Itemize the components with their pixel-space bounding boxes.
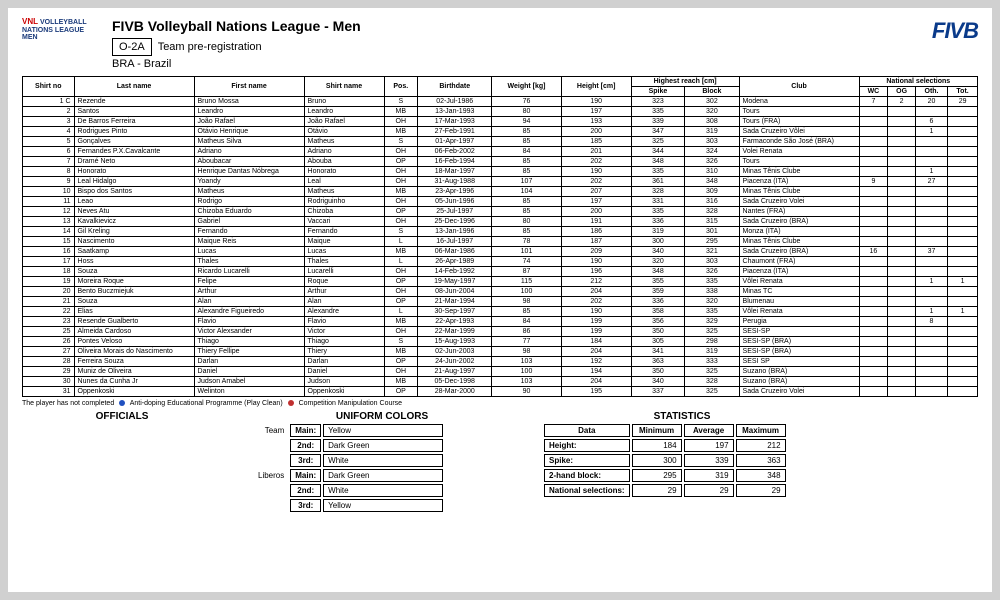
table-row: 6Fernandes P.X.CavalcanteAdrianoAdrianoO… — [23, 147, 978, 157]
legend-dot2 — [288, 400, 294, 406]
form-code: O-2A — [112, 38, 152, 56]
col-pos: Pos. — [384, 77, 418, 97]
col-bd: Birthdate — [418, 77, 492, 97]
table-row: 23Resende GualbertoFlavioFlavioMB22-Apr-… — [23, 317, 978, 327]
form-subtitle: Team pre-registration — [158, 41, 262, 53]
col-og: OG — [888, 87, 916, 97]
col-wc: WC — [859, 87, 888, 97]
l-2nd: 2nd: — [290, 484, 321, 497]
stats-title: STATISTICS — [542, 411, 822, 422]
u-3rd: 3rd: — [290, 454, 321, 467]
vnl-logo: VNL VOLLEYBALL NATIONS LEAGUE MEN — [22, 18, 112, 42]
l-main: Main: — [290, 469, 321, 482]
table-row: 3De Barros FerreiraJoão RafaelJoão Rafae… — [23, 117, 978, 127]
col-sname: Shirt name — [304, 77, 384, 97]
table-row: 5GonçalvesMatheus SilvaMatheusS01-Apr-19… — [23, 137, 978, 147]
team-2nd: Dark Green — [323, 439, 443, 452]
legend-l2: Competition Manipulation Course — [299, 400, 403, 407]
lib-3rd: Yellow — [323, 499, 443, 512]
table-row: 4Rodrigues PintoOtávio HenriqueOtávioMB2… — [23, 127, 978, 137]
legend-row: The player has not completed Anti-doping… — [22, 400, 978, 407]
col-block: Block — [685, 87, 739, 97]
stats-block: STATISTICS DataMinimumAverageMaximum Hei… — [542, 411, 822, 499]
vnl-line1: VOLLEYBALL — [40, 19, 87, 26]
vnl-mark: VNL — [22, 17, 38, 26]
u-2nd: 2nd: — [290, 439, 321, 452]
col-wt: Weight [kg] — [492, 77, 561, 97]
col-club: Club — [739, 77, 859, 97]
table-row: 1 CRezendeBruno MossaBrunoS02-Jul-198676… — [23, 97, 978, 107]
legend-l1: Anti-doping Educational Programme (Play … — [130, 400, 283, 407]
table-row: 16SaatkampLucasLucasMB06-Mar-19861012093… — [23, 247, 978, 257]
l-3rd: 3rd: — [290, 499, 321, 512]
stats-row: Height:184197212 — [544, 439, 786, 452]
table-row: 18SouzaRicardo LucarelliLucarelliOH14-Fe… — [23, 267, 978, 277]
lib-label: Liberos — [254, 469, 288, 482]
table-row: 2SantosLeandroLeandroMB13-Jan-1993801973… — [23, 107, 978, 117]
col-last: Last name — [74, 77, 194, 97]
table-row: 11LeaoRodrigoRodriguinhoOH05-Jun-1996851… — [23, 197, 978, 207]
col-tot: Tot. — [948, 87, 978, 97]
col-ns: National selections — [859, 77, 977, 87]
table-row: 21SouzaAlanAlanOP21-Mar-199498202336320B… — [23, 297, 978, 307]
stats-row: Spike:300339363 — [544, 454, 786, 467]
table-row: 27Oliveira Morais do NascimentoThiery Fe… — [23, 347, 978, 357]
table-row: 30Nunes da Cunha JrJudson AmabelJudsonMB… — [23, 377, 978, 387]
table-row: 17HossThalesThalesL26-Apr-19897419032030… — [23, 257, 978, 267]
legend-dot1 — [119, 400, 125, 406]
legend: The player has not completed Anti-doping… — [22, 400, 978, 407]
fivb-logo: FIVB — [932, 18, 978, 44]
table-row: 7Dramé NetoAboubacarAboubaOP16-Feb-19948… — [23, 157, 978, 167]
col-ht: Height [cm] — [561, 77, 631, 97]
col-spike: Spike — [631, 87, 685, 97]
s-data: Data — [544, 424, 630, 437]
table-row: 26Pontes VelosoThiagoThiagoS15-Aug-19937… — [23, 337, 978, 347]
table-row: 25Almeida CardosoVictor AlexsanderVictor… — [23, 327, 978, 337]
table-row: 10Bispo dos SantosMatheusMatheusMB23-Apr… — [23, 187, 978, 197]
team-main: Yellow — [323, 424, 443, 437]
table-row: 28Ferreira SouzaDarlanDarlanOP24-Jun-200… — [23, 357, 978, 367]
officials-block: OFFICIALS — [22, 411, 222, 422]
col-first: First name — [194, 77, 304, 97]
s-max: Maximum — [736, 424, 786, 437]
lib-main: Dark Green — [323, 469, 443, 482]
country: BRA - Brazil — [112, 58, 932, 70]
team-label: Team — [254, 424, 288, 437]
u-main: Main: — [290, 424, 321, 437]
legend-pre: The player has not completed — [22, 400, 114, 407]
header-mid: FIVB Volleyball Nations League - Men O-2… — [112, 18, 932, 70]
col-hr: Highest reach [cm] — [631, 77, 739, 87]
header: VNL VOLLEYBALL NATIONS LEAGUE MEN FIVB V… — [22, 18, 978, 70]
s-min: Minimum — [632, 424, 682, 437]
table-row: 8HonoratoHenrique Dantas NóbregaHonorato… — [23, 167, 978, 177]
lib-2nd: White — [323, 484, 443, 497]
table-row: 19Moreira RoqueFelipeRoqueOP19-May-19971… — [23, 277, 978, 287]
table-row: 9Leal HidalgoYoandyLealOH31-Aug-19881072… — [23, 177, 978, 187]
page-title: FIVB Volleyball Nations League - Men — [112, 18, 932, 34]
s-avg: Average — [684, 424, 734, 437]
table-row: 31OppenkoskiWelintonOppenkoskiOP28-Mar-2… — [23, 387, 978, 397]
table-row: 22EliasAlexandre FigueiredoAlexandreL30-… — [23, 307, 978, 317]
vnl-line3: MEN — [22, 34, 38, 41]
table-row: 29Muniz de OliveiraDanielDanielOH21-Aug-… — [23, 367, 978, 377]
stats-row: National selections:292929 — [544, 484, 786, 497]
vnl-line2: NATIONS LEAGUE — [22, 27, 84, 34]
players-table: Shirt no Last name First name Shirt name… — [22, 76, 978, 397]
table-row: 15NascimentoMaique ReisMaiqueL16-Jul-199… — [23, 237, 978, 247]
col-shirt: Shirt no — [23, 77, 75, 97]
col-oth: Oth. — [915, 87, 947, 97]
officials-title: OFFICIALS — [22, 411, 222, 422]
bottom-sections: OFFICIALS UNIFORM COLORS TeamMain:Yellow… — [22, 411, 978, 514]
stats-row: 2-hand block:295319348 — [544, 469, 786, 482]
table-row: 13KavalkieviczGabrielVaccariOH25-Dec-199… — [23, 217, 978, 227]
uniform-title: UNIFORM COLORS — [252, 411, 512, 422]
team-3rd: White — [323, 454, 443, 467]
table-row: 12Neves AtuChizoba EduardoChizobaOP25-Ju… — [23, 207, 978, 217]
table-row: 20Bento BuczmiejukArthurArthurOH08-Jun-2… — [23, 287, 978, 297]
table-row: 14Gil KrelingFernandoFernandoS13-Jan-199… — [23, 227, 978, 237]
uniform-block: UNIFORM COLORS TeamMain:Yellow 2nd:Dark … — [252, 411, 512, 514]
